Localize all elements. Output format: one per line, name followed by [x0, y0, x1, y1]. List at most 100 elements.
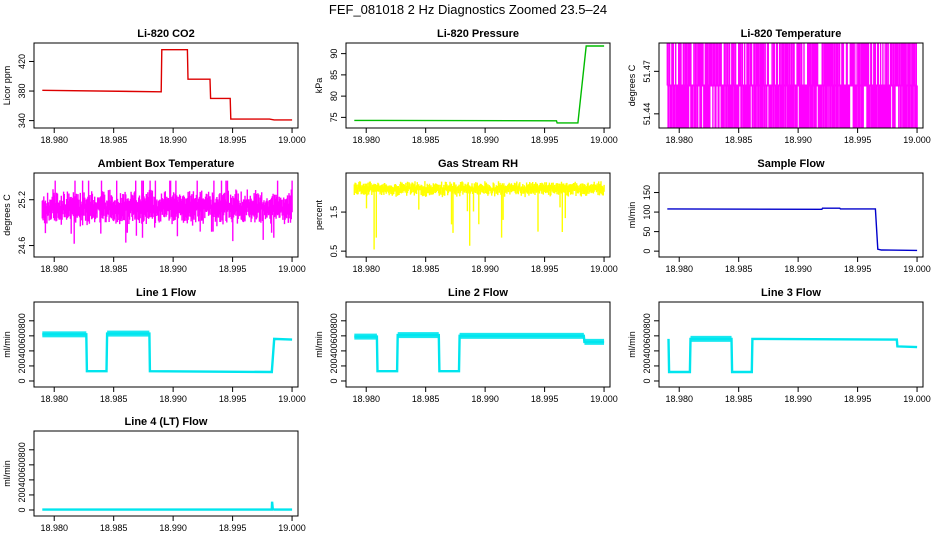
plot-frame [658, 172, 924, 258]
series-line [42, 501, 293, 511]
y-tick-label: 100 [642, 205, 652, 220]
plot-frame [33, 42, 299, 129]
data-area [666, 43, 918, 128]
x-tick-label: 18.985 [100, 523, 128, 533]
y-tick-label: 0.5 [329, 245, 339, 258]
chart-panel-10: Line 4 (LT) Flow ml/min 18.980 18.985 18.990… [2, 416, 306, 533]
x-tick-label: 18.995 [219, 135, 247, 145]
y-tick-label: 800 [17, 313, 27, 328]
x-tick-label: 18.990 [784, 394, 812, 404]
series-line [354, 45, 605, 124]
series-line [354, 333, 605, 373]
series-line [42, 49, 293, 121]
y-tick-label: 200 [17, 487, 27, 502]
y-tick-label: 600 [329, 328, 339, 343]
y-axis-label: kPa [314, 78, 324, 94]
chart-panel-3: Li-820 Temperature degrees C 18.980 18.985 1… [627, 28, 931, 145]
x-tick-label: 18.995 [844, 264, 872, 274]
x-tick-label: 18.990 [784, 264, 812, 274]
chart-title: Line 1 Flow [136, 287, 196, 299]
x-tick-label: 18.985 [412, 394, 440, 404]
x-tick-label: 18.990 [159, 394, 187, 404]
chart-title: Gas Stream RH [438, 158, 518, 170]
chart-title: Sample Flow [757, 158, 825, 170]
x-tick-label: 18.990 [471, 264, 499, 274]
x-tick-label: 19.000 [903, 135, 931, 145]
series-band [690, 335, 732, 342]
x-tick-label: 18.990 [159, 135, 187, 145]
series-band [354, 333, 377, 340]
series-line [353, 181, 605, 250]
x-tick-label: 18.990 [471, 394, 499, 404]
y-tick-label: 1.5 [329, 206, 339, 219]
y-tick-label: 0 [329, 378, 339, 383]
x-tick-label: 18.995 [531, 264, 559, 274]
y-tick-label: 200 [329, 358, 339, 373]
y-tick-label: 800 [642, 313, 652, 328]
x-tick-label: 18.990 [784, 135, 812, 145]
series-line [667, 207, 918, 252]
data-area [42, 501, 293, 511]
y-axis-label: ml/min [314, 331, 324, 358]
x-tick-label: 18.985 [100, 394, 128, 404]
y-tick-label: 0 [17, 378, 27, 383]
plot-frame [345, 301, 611, 388]
x-tick-label: 19.000 [590, 394, 618, 404]
data-area [354, 332, 605, 373]
y-tick-label: 0 [642, 249, 652, 254]
chart-panel-7: Line 1 Flow ml/min 18.980 18.985 18.990 18.99… [2, 287, 306, 404]
y-axis-label: percent [314, 199, 324, 230]
x-tick-label: 18.985 [412, 264, 440, 274]
plot-frame [33, 172, 299, 258]
series-band [107, 330, 150, 337]
y-tick-label: 420 [17, 54, 27, 69]
y-tick-label: 600 [642, 328, 652, 343]
plot-frame [345, 172, 611, 258]
x-tick-label: 19.000 [590, 264, 618, 274]
y-tick-label: 200 [17, 358, 27, 373]
chart-title: Line 2 Flow [448, 287, 508, 299]
y-tick-label: 50 [642, 227, 652, 237]
chart-panel-1: Li-820 CO2 Licor ppm 18.980 18.985 18.990 18.… [2, 28, 306, 145]
y-axis-label: ml/min [2, 331, 12, 358]
x-tick-label: 18.995 [844, 394, 872, 404]
y-tick-label: 800 [329, 313, 339, 328]
x-tick-label: 18.990 [471, 135, 499, 145]
x-tick-label: 18.985 [412, 135, 440, 145]
y-tick-label: 51.47 [642, 60, 652, 83]
series-line [42, 332, 293, 374]
y-tick-label: 400 [642, 343, 652, 358]
plot-frame [658, 42, 924, 129]
y-axis-label: ml/min [2, 460, 12, 487]
y-tick-label: 400 [17, 343, 27, 358]
x-tick-label: 18.980 [352, 394, 380, 404]
chart-title: Li-820 Pressure [437, 28, 519, 40]
y-axis-label: ml/min [627, 331, 637, 358]
data-area [42, 330, 293, 374]
y-tick-label: 85 [329, 70, 339, 80]
y-tick-label: 90 [329, 49, 339, 59]
series-line [41, 180, 293, 244]
chart-panel-2: Li-820 Pressure kPa 18.980 18.985 18.990 18.9… [314, 28, 618, 145]
figure-title: FEF_081018 2 Hz Diagnostics Zoomed 23.5–… [328, 2, 608, 17]
y-tick-label: 25.2 [17, 191, 27, 209]
y-axis-label: degrees C [627, 64, 637, 106]
data-area [667, 335, 918, 374]
x-tick-label: 19.000 [903, 264, 931, 274]
y-tick-label: 400 [17, 472, 27, 487]
y-tick-label: 600 [17, 457, 27, 472]
x-tick-label: 18.980 [40, 135, 68, 145]
data-area [667, 207, 918, 252]
data-area [354, 45, 605, 124]
plot-frame [33, 301, 299, 388]
x-tick-label: 19.000 [278, 264, 306, 274]
series-band [584, 338, 605, 345]
x-tick-label: 18.980 [40, 394, 68, 404]
chart-panel-4: Ambient Box Temperature degrees C 18.980 18… [2, 158, 306, 274]
data-area [41, 180, 293, 244]
x-tick-label: 19.000 [278, 394, 306, 404]
data-area [42, 49, 293, 121]
x-tick-label: 18.985 [100, 264, 128, 274]
series-band [42, 331, 87, 338]
